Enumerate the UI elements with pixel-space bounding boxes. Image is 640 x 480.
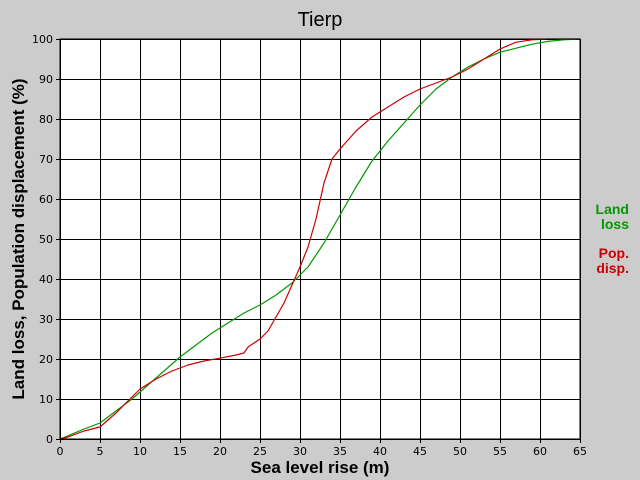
x-tick-label-11: 55: [493, 445, 507, 458]
y-tick-label-4: 40: [39, 273, 53, 286]
series-line-pop-disp: [59, 38, 580, 440]
y-tick-label-7: 70: [39, 153, 53, 166]
x-tick-label-13: 65: [573, 445, 587, 458]
x-tick-label-12: 60: [533, 445, 547, 458]
grid: [56, 39, 581, 443]
y-tick-label-6: 60: [39, 193, 53, 206]
y-tick-label-1: 10: [39, 393, 53, 406]
x-tick-label-7: 35: [333, 445, 347, 458]
x-tick-label-2: 10: [133, 445, 147, 458]
plot-frame: [59, 38, 581, 440]
x-tick-label-6: 30: [293, 445, 307, 458]
x-tick-label-5: 25: [253, 445, 267, 458]
y-tick-label-0: 0: [46, 433, 53, 446]
x-tick-label-10: 50: [453, 445, 467, 458]
x-tick-label-0: 0: [57, 445, 64, 458]
x-tick-label-1: 5: [97, 445, 104, 458]
x-axis-label: Sea level rise (m): [251, 458, 390, 477]
y-tick-label-2: 20: [39, 353, 53, 366]
y-tick-label-8: 80: [39, 113, 53, 126]
chart-title: Tierp: [298, 9, 343, 31]
x-tick-label-9: 45: [413, 445, 427, 458]
y-tick-label-9: 90: [39, 73, 53, 86]
legend-pop-disp-line-1: disp.: [596, 260, 629, 276]
x-tick-label-4: 20: [213, 445, 227, 458]
y-tick-label-3: 30: [39, 313, 53, 326]
legend-pop-disp-line-0: Pop.: [599, 245, 629, 261]
legend-land-loss-line-0: Land: [596, 201, 629, 217]
x-tick-label-8: 40: [373, 445, 387, 458]
legend-land-loss-line-1: loss: [601, 216, 629, 232]
x-tick-label-3: 15: [173, 445, 187, 458]
y-axis-label: Land loss, Population displacement (%): [9, 78, 28, 399]
tick-labels: 0 5 10 15 20 25 30 35 40 45 50 55 60 65 0 10 20 30 40 50 60 7…: [32, 33, 587, 458]
y-tick-label-10: 100: [32, 33, 53, 46]
y-tick-label-5: 50: [39, 233, 53, 246]
series-group: [59, 38, 581, 440]
series-line-land-loss: [59, 38, 581, 440]
